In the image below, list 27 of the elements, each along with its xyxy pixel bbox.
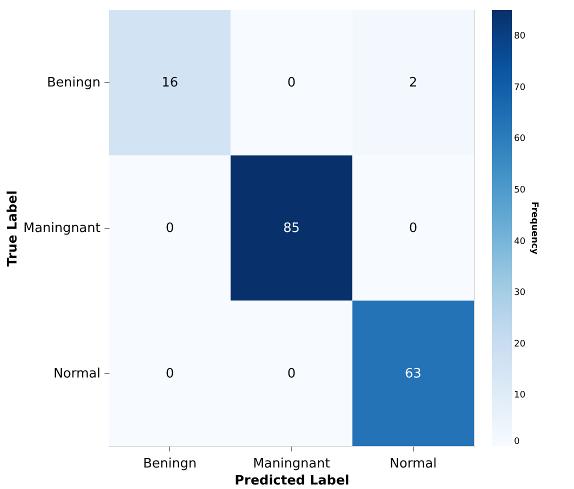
data-label: 0	[166, 221, 174, 236]
data-label: 0	[287, 76, 296, 91]
data-label: 0	[287, 366, 296, 382]
color-bar-label: 0	[514, 437, 520, 447]
y-tick-label: Beningn	[47, 76, 100, 91]
y-tick-label: Normal	[53, 366, 100, 382]
y-axis-title: True Label	[5, 190, 20, 267]
data-label: 63	[404, 366, 422, 382]
data-label: 0	[409, 221, 418, 236]
color-bar-label: 50	[514, 186, 526, 196]
data-label: 2	[409, 76, 418, 91]
color-bar-label: 60	[514, 134, 526, 144]
color-bar-label: 80	[514, 32, 526, 42]
color-bar-label: 20	[514, 339, 526, 350]
data-label: 0	[166, 366, 174, 382]
x-tick-label: Maningnant	[252, 456, 330, 472]
color-bar-label: 10	[514, 390, 526, 401]
data-label: 16	[162, 76, 178, 91]
x-axis-title: Predicted Label	[234, 474, 350, 488]
data-label: 85	[283, 221, 300, 236]
x-tick-label: Beningn	[143, 456, 197, 472]
color-bar-title: Frequency	[529, 202, 539, 254]
color-bar-label: 40	[514, 236, 526, 247]
y-tick-label: Maningnant	[23, 221, 100, 236]
color-bar-label: 70	[514, 82, 526, 93]
x-tick-label: Normal	[390, 456, 437, 472]
color-bar-label: 30	[514, 288, 526, 298]
